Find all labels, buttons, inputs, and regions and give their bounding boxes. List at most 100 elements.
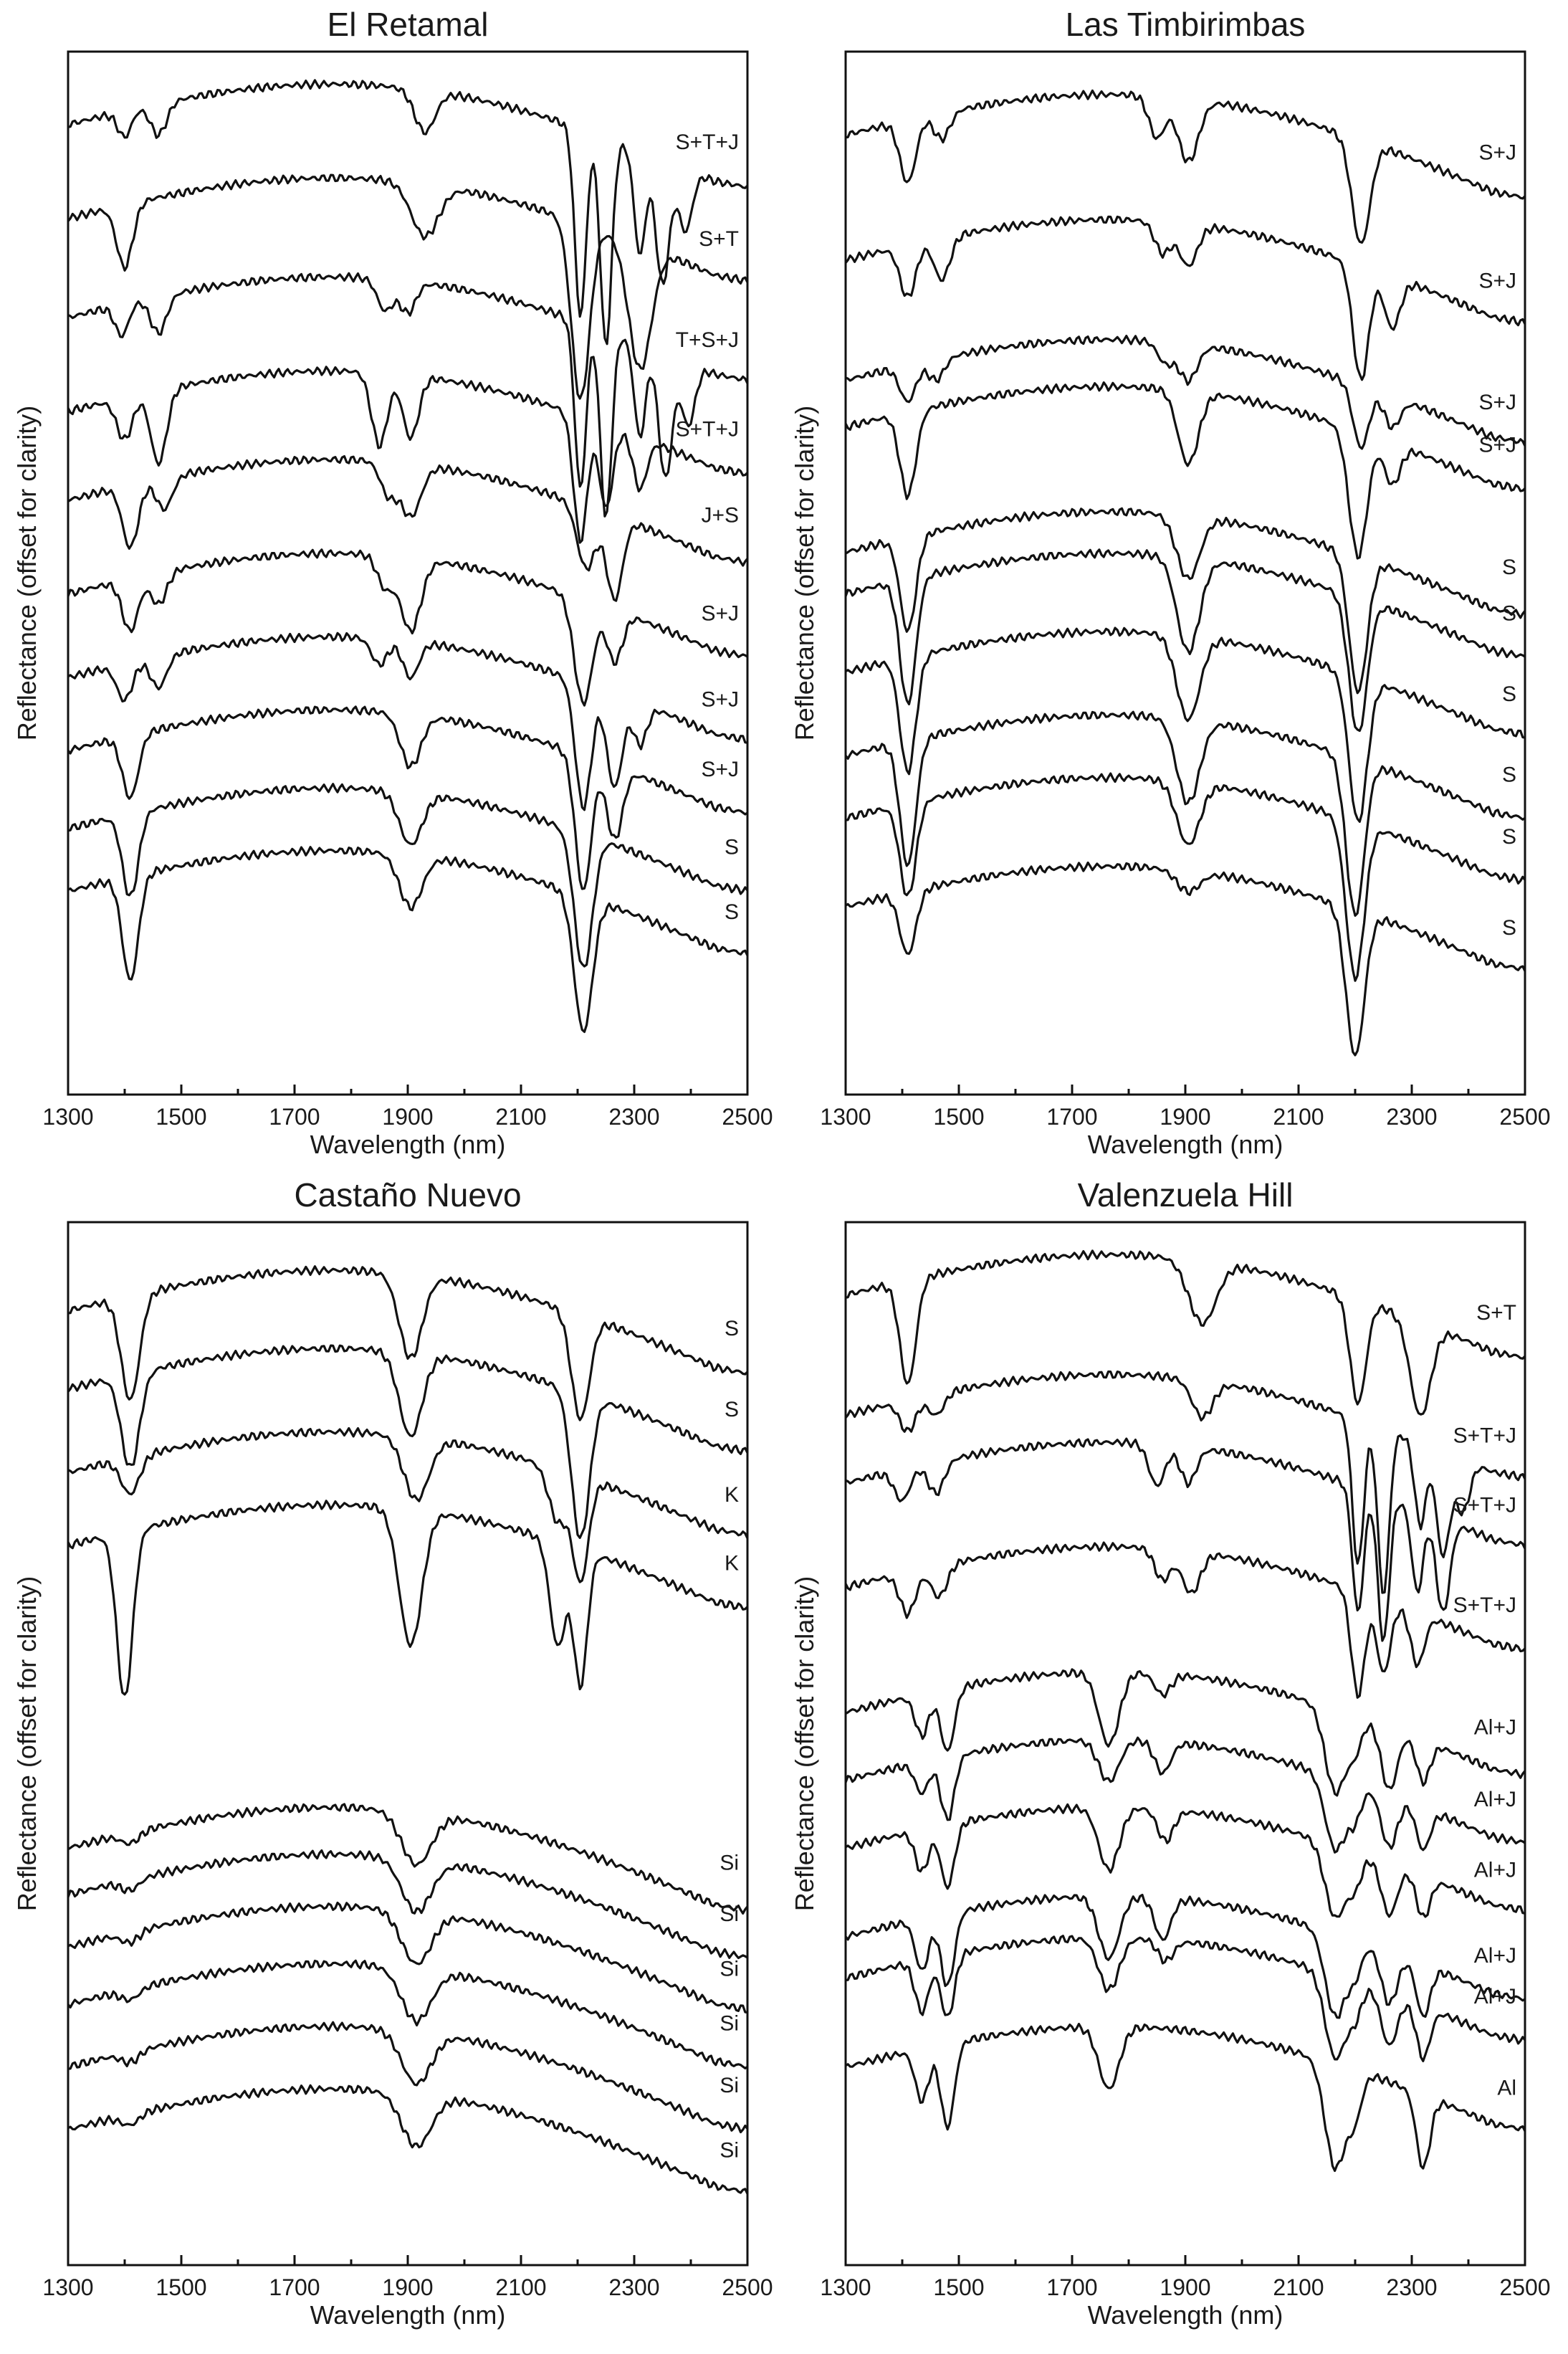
spectrum-label: S+T (699, 227, 739, 251)
spectrum-label: S+T (1476, 1301, 1516, 1325)
x-tick-label: 2300 (608, 2274, 659, 2300)
spectrum-label: S (1502, 825, 1516, 849)
spectrum-line (845, 2022, 1526, 2172)
spectrum-line (67, 2084, 749, 2195)
spectrum-label: S (1502, 916, 1516, 940)
spectrum-line (67, 79, 749, 346)
panel-title: Valenzuela Hill (1078, 1176, 1294, 1214)
spectrum-label: S+J (1478, 433, 1516, 457)
spectrum-label: Si (720, 2139, 739, 2163)
spectrum-line (67, 1500, 749, 1696)
spectrum-label: T+S+J (676, 328, 739, 352)
spectrum-line (845, 1935, 1526, 2062)
x-tick-label: 1900 (1160, 1104, 1210, 1130)
x-tick-label: 1500 (156, 2274, 206, 2300)
panel-title: Las Timbirimbas (1066, 6, 1306, 43)
spectrum-line (844, 710, 1526, 918)
spectrum-label: K (725, 1483, 739, 1507)
x-tick-label: 2500 (1499, 2274, 1550, 2300)
x-tick-label: 1700 (1046, 2274, 1097, 2300)
x-tick-label: 2100 (1273, 2274, 1324, 2300)
x-tick-label: 2500 (722, 2274, 773, 2300)
spectrum-line (845, 1803, 1526, 1918)
spectrum-line (844, 215, 1526, 381)
spectrum-label: S (725, 1317, 739, 1340)
y-axis-label: Reflectance (offset for clarity) (12, 406, 42, 741)
x-tick-label: 1300 (42, 2274, 93, 2300)
spectrum-line (67, 272, 749, 518)
spectrum-label: S+J (701, 758, 739, 781)
y-axis-label: Reflectance (offset for clarity) (12, 1576, 42, 1912)
spectrum-label: S+J (701, 687, 739, 711)
x-tick-label: 2100 (495, 1104, 546, 1130)
spectrum-line (67, 632, 748, 811)
spectrum-label: S+T+J (1453, 1494, 1516, 1517)
spectrum-label: S (1502, 556, 1516, 579)
spectrum-label: Al+J (1474, 1788, 1516, 1811)
x-tick-label: 1700 (269, 1104, 320, 1130)
spectrum-line (845, 1668, 1526, 1797)
spectrum-line (67, 846, 749, 1034)
spectrum-line (67, 1344, 749, 1539)
spectrum-label: Si (720, 2074, 739, 2097)
spectrum-label: Si (720, 2011, 739, 2035)
spectrum-line (67, 1959, 748, 2069)
spectrum-line (67, 705, 748, 890)
spectrum-line (67, 1901, 748, 2014)
spectrum-label: Al+J (1474, 1985, 1516, 2008)
spectrum-label: S+T+J (1453, 1424, 1516, 1447)
x-axis-label: Wavelength (nm) (310, 2300, 506, 2330)
x-tick-label: 1900 (382, 2274, 433, 2300)
spectrum-line (844, 1370, 1526, 1594)
spectrum-label: S (725, 835, 739, 859)
x-tick-label: 1500 (156, 1104, 206, 1130)
spectrum-label: S (1502, 763, 1516, 786)
spectrum-label: S (1502, 682, 1516, 706)
x-tick-label: 1500 (933, 2274, 984, 2300)
spectrum-label: S+T+J (676, 130, 739, 154)
panel-title: Castaño Nuevo (294, 1176, 521, 1214)
x-axis-label: Wavelength (nm) (310, 1130, 506, 1159)
x-tick-label: 2500 (722, 1104, 773, 1130)
spectrum-label: S+J (1478, 269, 1516, 292)
panel-3: Castaño Nuevo 1300 1500 1700 1900 2100 2300 250… (12, 1176, 773, 2330)
x-tick-label: 1300 (820, 1104, 871, 1130)
spectrum-label: S (725, 900, 739, 924)
spectrum-line (67, 1265, 749, 1421)
spectrum-line (844, 381, 1526, 560)
spectrum-line (844, 548, 1526, 733)
x-tick-label: 2100 (1273, 1104, 1324, 1130)
x-tick-label: 1700 (269, 2274, 320, 2300)
spectrum-line (67, 2021, 749, 2134)
spectrum-label: S+J (1478, 141, 1516, 165)
x-tick-label: 2500 (1499, 1104, 1550, 1130)
x-tick-label: 1300 (820, 2274, 871, 2300)
panel-2: Las Timbirimbas 1300 1500 1700 1900 2100 2300 2… (790, 6, 1551, 1159)
spectrum-label: Al+J (1474, 1858, 1516, 1882)
spectrum-label: J+S (701, 503, 739, 527)
spectrum-label: S+T+J (1453, 1593, 1516, 1617)
x-tick-label: 1300 (42, 1104, 93, 1130)
y-axis-label: Reflectance (offset for clarity) (790, 406, 819, 741)
spectrum-line (67, 454, 749, 602)
spectrum-label: S+J (1478, 391, 1516, 414)
spectrum-label: Si (720, 1902, 739, 1926)
x-axis-label: Wavelength (nm) (1088, 1130, 1283, 1159)
spectrum-line (845, 1437, 1526, 1642)
x-tick-label: 2100 (495, 2274, 546, 2300)
spectrum-line (67, 366, 749, 544)
spectrum-label: Al+J (1474, 1944, 1516, 1968)
y-axis-label: Reflectance (offset for clarity) (790, 1576, 819, 1912)
spectrum-line (845, 507, 1526, 695)
spectrum-label: Si (720, 1958, 739, 1981)
x-axis-label: Wavelength (nm) (1088, 2300, 1283, 2330)
spectrum-line (845, 772, 1526, 982)
spectrum-label: Si (720, 1852, 739, 1875)
spectrum-line (845, 1249, 1526, 1416)
spectrum-line (67, 173, 749, 400)
spectrum-label: Al+J (1474, 1716, 1516, 1740)
spectrum-line (845, 626, 1526, 823)
panel-1: El Retamal 1300 1500 1700 1900 2100 2300 2500 Wa… (12, 6, 773, 1159)
